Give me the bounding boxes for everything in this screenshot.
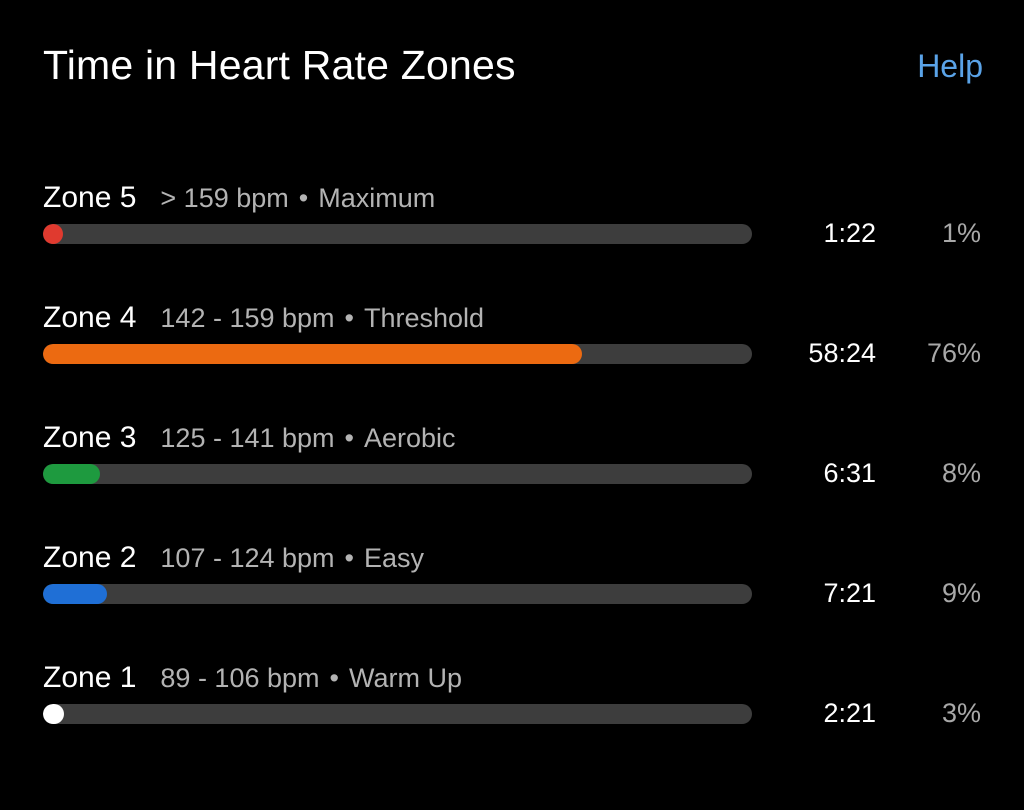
zone-row-3: Zone 3 125 - 141 bpm • Aerobic 6:31 8%: [43, 420, 981, 520]
zone-row-2: Zone 2 107 - 124 bpm • Easy 7:21 9%: [43, 540, 981, 640]
zone-label: Zone 4 142 - 159 bpm • Threshold: [43, 300, 484, 341]
zone-range: 125 - 141 bpm: [160, 423, 335, 453]
zone-time: 6:31: [823, 458, 876, 488]
zone-range: > 159 bpm: [160, 183, 289, 213]
zone-range: 142 - 159 bpm: [160, 303, 335, 333]
zone-bar-track: [43, 464, 752, 484]
zone-percent: 3%: [941, 698, 981, 728]
zone-separator: •: [329, 663, 339, 693]
zone-type: Threshold: [363, 303, 485, 333]
zone-label: Zone 1 89 - 106 bpm • Warm Up: [43, 660, 462, 701]
help-link[interactable]: Help: [917, 48, 983, 84]
zone-percent: 8%: [941, 458, 981, 488]
zone-bar-track: [43, 704, 752, 724]
zone-name: Zone 5: [43, 181, 137, 214]
zone-bar-fill: [43, 344, 582, 364]
page-title: Time in Heart Rate Zones: [43, 42, 516, 88]
zone-percent: 1%: [941, 218, 981, 248]
zone-label: Zone 5 > 159 bpm • Maximum: [43, 180, 435, 221]
zone-bar-track: [43, 224, 752, 244]
zone-type: Warm Up: [348, 663, 462, 693]
zone-separator: •: [344, 423, 354, 453]
zone-name: Zone 4: [43, 301, 137, 334]
zone-name: Zone 2: [43, 541, 137, 574]
zone-time: 58:24: [808, 338, 876, 368]
zone-bar-track: [43, 344, 752, 364]
zone-name: Zone 3: [43, 421, 137, 454]
zone-bar-fill: [43, 224, 63, 244]
zone-percent: 76%: [926, 338, 981, 368]
zone-bar-fill: [43, 464, 100, 484]
header: Time in Heart Rate Zones Help: [43, 40, 983, 100]
zone-bar-fill: [43, 584, 107, 604]
zone-time: 7:21: [823, 578, 876, 608]
zone-time: 2:21: [823, 698, 876, 728]
zone-bar-fill: [43, 704, 64, 724]
zone-separator: •: [298, 183, 309, 213]
zone-separator: •: [344, 303, 354, 333]
zone-label: Zone 3 125 - 141 bpm • Aerobic: [43, 420, 456, 461]
zone-name: Zone 1: [43, 661, 137, 694]
zone-label: Zone 2 107 - 124 bpm • Easy: [43, 540, 424, 581]
zone-type: Maximum: [318, 183, 436, 213]
zone-row-4: Zone 4 142 - 159 bpm • Threshold 58:24 76%: [43, 300, 981, 400]
zone-range: 89 - 106 bpm: [160, 663, 320, 693]
zone-range: 107 - 124 bpm: [160, 543, 335, 573]
zone-percent: 9%: [941, 578, 981, 608]
zone-type: Aerobic: [363, 423, 456, 453]
zone-row-1: Zone 1 89 - 106 bpm • Warm Up 2:21 3%: [43, 660, 981, 760]
zone-bar-track: [43, 584, 752, 604]
zone-separator: •: [344, 543, 354, 573]
zone-time: 1:22: [823, 218, 876, 248]
zone-row-5: Zone 5 > 159 bpm • Maximum 1:22 1%: [43, 180, 981, 280]
zone-type: Easy: [363, 543, 425, 573]
